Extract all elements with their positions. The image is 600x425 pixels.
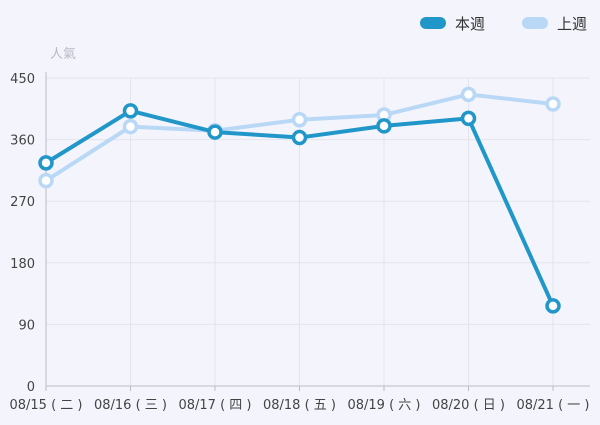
x-tick-label: 08/18 ( 五 ) xyxy=(263,398,336,413)
x-tick-labels: 08/15 ( 二 ) 08/16 ( 三 ) 08/17 ( 四 ) 08/18 (… xyxy=(9,398,589,413)
y-tick-label: 0 xyxy=(27,380,35,395)
y-tick-label: 360 xyxy=(10,134,35,149)
legend-label: 上週 xyxy=(557,15,587,33)
data-point xyxy=(376,118,392,134)
x-tick-label: 08/19 ( 六 ) xyxy=(347,398,420,413)
legend: 本週 上週 xyxy=(420,15,587,33)
data-point xyxy=(291,112,308,128)
y-tick-label: 270 xyxy=(10,195,35,210)
data-point xyxy=(545,96,561,112)
data-point xyxy=(122,118,139,135)
y-tick-label: 90 xyxy=(18,318,35,333)
y-tick-labels: 0 90 180 270 360 450 xyxy=(10,72,35,395)
axes xyxy=(45,72,590,391)
series-layer xyxy=(38,86,561,314)
x-tick-label: 08/17 ( 四 ) xyxy=(178,398,251,413)
series-1 xyxy=(38,103,561,314)
legend-item: 上週 xyxy=(522,15,587,33)
data-point xyxy=(207,124,223,140)
data-point xyxy=(38,172,54,189)
y-axis-label: 人氣 xyxy=(50,47,76,62)
legend-label: 本週 xyxy=(455,15,485,33)
data-point xyxy=(460,86,477,103)
data-point xyxy=(460,110,477,127)
x-tick-label: 08/21 ( 一 ) xyxy=(516,398,589,413)
data-point xyxy=(122,103,139,119)
y-tick-label: 450 xyxy=(10,72,35,87)
x-tick-label: 08/15 ( 二 ) xyxy=(9,398,82,413)
x-tick-label: 08/20 ( 日 ) xyxy=(432,398,505,413)
legend-swatch xyxy=(522,17,548,29)
y-tick-label: 180 xyxy=(10,257,35,272)
legend-item: 本週 xyxy=(420,15,485,33)
x-tick-label: 08/16 ( 三 ) xyxy=(94,398,167,413)
legend-swatch xyxy=(420,17,446,29)
data-point xyxy=(291,129,308,146)
data-point xyxy=(545,298,561,314)
data-point xyxy=(38,155,54,171)
